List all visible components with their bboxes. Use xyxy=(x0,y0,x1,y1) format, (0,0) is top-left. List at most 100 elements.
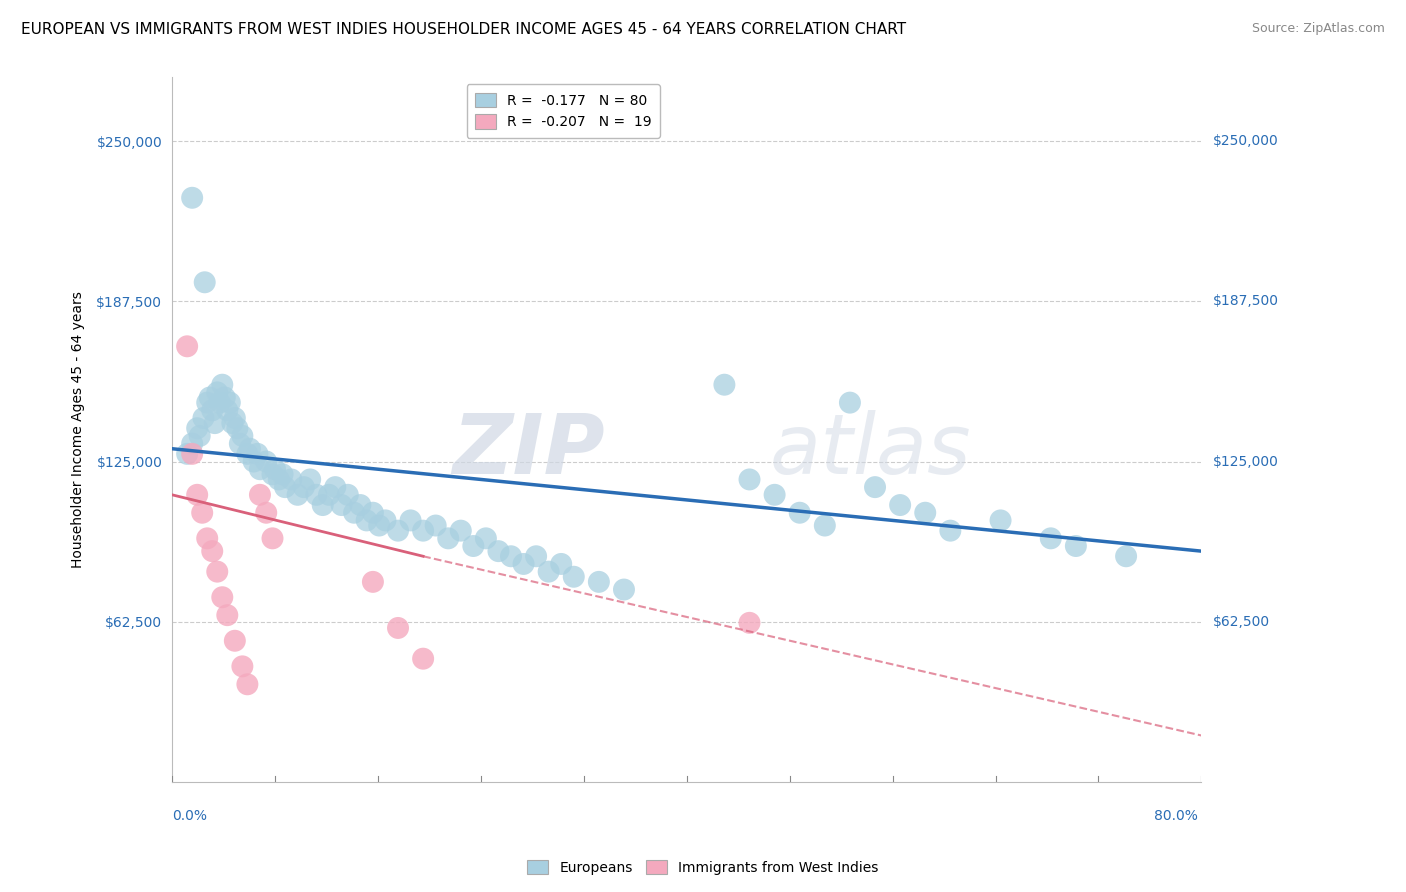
Point xyxy=(201,403,224,417)
Point xyxy=(1039,532,1062,546)
Text: atlas: atlas xyxy=(769,410,970,491)
Point xyxy=(312,498,335,512)
Point xyxy=(181,447,204,461)
Point xyxy=(374,513,396,527)
Point xyxy=(198,391,221,405)
Point xyxy=(231,659,253,673)
Point xyxy=(613,582,636,597)
Point xyxy=(264,462,287,476)
Point xyxy=(249,462,271,476)
Point xyxy=(191,506,214,520)
Point xyxy=(239,442,262,456)
Point xyxy=(990,513,1012,527)
Text: 80.0%: 80.0% xyxy=(1154,809,1198,823)
Point xyxy=(236,447,259,461)
Point xyxy=(211,591,233,605)
Point xyxy=(186,421,208,435)
Point xyxy=(914,506,936,520)
Text: $187,500: $187,500 xyxy=(1212,294,1278,309)
Point xyxy=(713,377,735,392)
Point xyxy=(361,574,384,589)
Point xyxy=(195,532,218,546)
Point xyxy=(463,539,485,553)
Point xyxy=(204,416,226,430)
Point xyxy=(186,488,208,502)
Point xyxy=(738,615,761,630)
Point xyxy=(323,480,346,494)
Point xyxy=(789,506,811,520)
Point xyxy=(217,608,239,623)
Point xyxy=(763,488,786,502)
Point xyxy=(738,472,761,486)
Point xyxy=(387,621,409,635)
Point xyxy=(224,411,246,425)
Point xyxy=(226,421,249,435)
Point xyxy=(224,633,246,648)
Point xyxy=(336,488,359,502)
Point xyxy=(176,447,198,461)
Point xyxy=(475,532,498,546)
Point xyxy=(292,480,315,494)
Point xyxy=(839,395,862,409)
Point xyxy=(305,488,328,502)
Point xyxy=(231,429,253,443)
Point xyxy=(217,403,239,417)
Point xyxy=(349,498,371,512)
Point xyxy=(412,651,434,665)
Point xyxy=(524,549,547,564)
Point xyxy=(242,454,264,468)
Point xyxy=(262,467,284,482)
Text: $62,500: $62,500 xyxy=(1212,615,1270,629)
Point xyxy=(550,557,572,571)
Text: ZIP: ZIP xyxy=(451,410,605,491)
Point xyxy=(361,506,384,520)
Point xyxy=(193,411,215,425)
Point xyxy=(330,498,353,512)
Point xyxy=(387,524,409,538)
Text: Source: ZipAtlas.com: Source: ZipAtlas.com xyxy=(1251,22,1385,36)
Point xyxy=(249,488,271,502)
Point xyxy=(399,513,422,527)
Point xyxy=(889,498,911,512)
Point xyxy=(211,377,233,392)
Point xyxy=(287,488,309,502)
Point xyxy=(425,518,447,533)
Point xyxy=(221,416,243,430)
Point xyxy=(267,472,290,486)
Legend: Europeans, Immigrants from West Indies: Europeans, Immigrants from West Indies xyxy=(522,855,884,880)
Text: $250,000: $250,000 xyxy=(1212,135,1278,148)
Point xyxy=(176,339,198,353)
Point xyxy=(271,467,294,482)
Text: EUROPEAN VS IMMIGRANTS FROM WEST INDIES HOUSEHOLDER INCOME AGES 45 - 64 YEARS CO: EUROPEAN VS IMMIGRANTS FROM WEST INDIES … xyxy=(21,22,907,37)
Point xyxy=(195,395,218,409)
Point xyxy=(254,506,277,520)
Point xyxy=(208,395,231,409)
Point xyxy=(218,395,240,409)
Text: 0.0%: 0.0% xyxy=(172,809,207,823)
Text: $125,000: $125,000 xyxy=(1212,455,1278,468)
Point xyxy=(236,677,259,691)
Y-axis label: Householder Income Ages 45 - 64 years: Householder Income Ages 45 - 64 years xyxy=(72,291,86,568)
Point xyxy=(356,513,378,527)
Point xyxy=(368,518,391,533)
Point xyxy=(207,385,229,400)
Point xyxy=(246,447,269,461)
Point xyxy=(814,518,837,533)
Point xyxy=(512,557,534,571)
Point xyxy=(450,524,472,538)
Point xyxy=(201,544,224,558)
Point xyxy=(437,532,460,546)
Point xyxy=(181,191,204,205)
Point xyxy=(188,429,211,443)
Point xyxy=(194,275,217,289)
Point xyxy=(537,565,560,579)
Point xyxy=(254,454,277,468)
Legend: R =  -0.177   N = 80, R =  -0.207   N =  19: R = -0.177 N = 80, R = -0.207 N = 19 xyxy=(467,85,659,137)
Point xyxy=(488,544,510,558)
Point xyxy=(343,506,366,520)
Point xyxy=(863,480,886,494)
Point xyxy=(499,549,522,564)
Point xyxy=(1064,539,1087,553)
Point xyxy=(262,532,284,546)
Point xyxy=(229,436,252,450)
